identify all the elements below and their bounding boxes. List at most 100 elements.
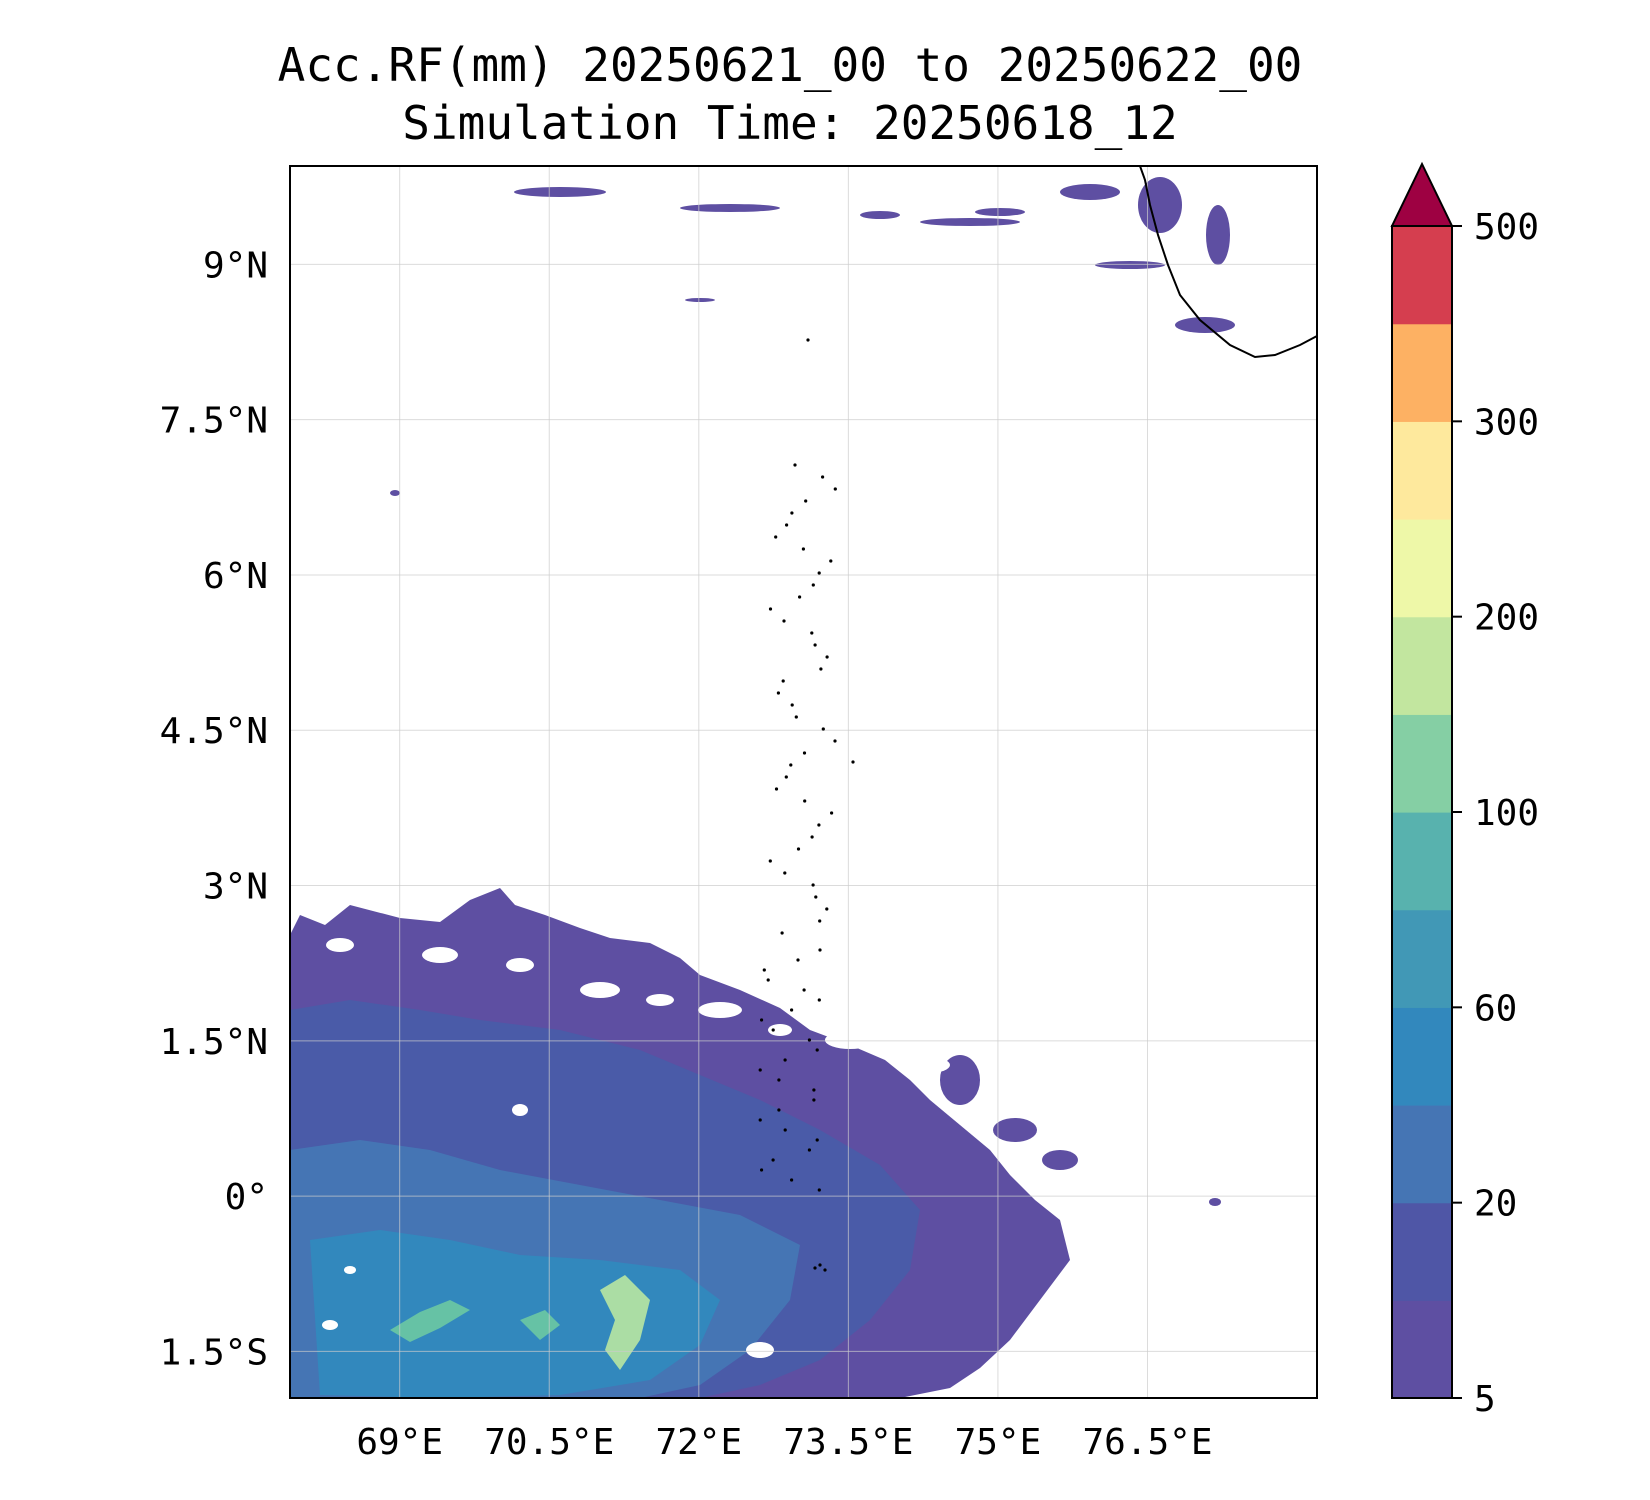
island-dot bbox=[815, 1048, 819, 1052]
island-dot bbox=[777, 1078, 781, 1082]
island-dot bbox=[794, 715, 798, 719]
island-dot bbox=[793, 463, 797, 467]
dry-hole bbox=[580, 982, 620, 998]
rain-patch bbox=[1138, 177, 1182, 233]
y-tick-label: 1.5°S bbox=[160, 1332, 268, 1373]
island-dot bbox=[760, 1168, 764, 1172]
colorbar-tick-label: 200 bbox=[1474, 598, 1539, 639]
island-dot bbox=[766, 978, 770, 982]
island-dot bbox=[811, 883, 815, 887]
island-dot bbox=[823, 1268, 827, 1272]
island-dot bbox=[807, 1038, 812, 1042]
colorbar-segment bbox=[1392, 1300, 1452, 1399]
colorbar-segment bbox=[1392, 909, 1452, 1008]
island-dot bbox=[813, 1266, 817, 1270]
dry-hole bbox=[506, 958, 534, 972]
coastline bbox=[758, 166, 1317, 1272]
colorbar-segment bbox=[1392, 1202, 1452, 1301]
rain-cell bbox=[940, 1055, 980, 1105]
island-dot bbox=[771, 1028, 775, 1032]
colorbar-tick-label: 60 bbox=[1474, 988, 1517, 1029]
colorbar-tick-label: 500 bbox=[1474, 207, 1539, 248]
x-tick-label: 69°E bbox=[356, 1422, 443, 1463]
island-dot bbox=[758, 1118, 762, 1122]
x-axis-ticks: 69°E 70.5°E 72°E 73.5°E 75°E 76.5°E bbox=[356, 1422, 1212, 1463]
y-axis-ticks: 9°N 7.5°N 6°N 4.5°N 3°N 1.5°N 0° 1.5°S bbox=[160, 245, 268, 1373]
gridlines bbox=[290, 166, 1317, 1398]
x-tick-label: 76.5°E bbox=[1082, 1422, 1212, 1463]
map-subtitle: Simulation Time: 20250618_12 bbox=[402, 96, 1178, 150]
island-dot bbox=[813, 643, 817, 647]
rain-patch bbox=[860, 211, 900, 219]
island-dot bbox=[783, 871, 787, 875]
y-tick-label: 3°N bbox=[203, 867, 268, 908]
colorbar-tick-label: 100 bbox=[1474, 793, 1539, 834]
island-dot bbox=[815, 1138, 819, 1142]
dry-hole bbox=[344, 1266, 356, 1274]
island-dot bbox=[771, 1158, 775, 1162]
island-dot bbox=[821, 475, 825, 479]
island-dot bbox=[758, 1068, 762, 1072]
y-tick-label: 1.5°N bbox=[160, 1022, 268, 1063]
island-dot bbox=[798, 595, 802, 599]
island-dot bbox=[812, 1098, 816, 1102]
colorbar-segment bbox=[1392, 616, 1452, 715]
island-dot bbox=[790, 511, 794, 515]
island-dot bbox=[801, 547, 806, 551]
colorbar-segment bbox=[1392, 1007, 1452, 1106]
y-tick-label: 4.5°N bbox=[160, 711, 268, 752]
island-dot bbox=[814, 895, 818, 899]
island-dot bbox=[802, 988, 806, 992]
dry-hole bbox=[746, 1342, 774, 1358]
rain-patch bbox=[514, 187, 606, 197]
island-dot bbox=[812, 1088, 816, 1092]
island-dot bbox=[817, 823, 821, 827]
island-dot bbox=[774, 787, 779, 791]
island-dot bbox=[790, 703, 794, 707]
india-coastline bbox=[1139, 166, 1317, 359]
rain-patch bbox=[680, 204, 780, 212]
colorbar-segment bbox=[1392, 1105, 1452, 1204]
x-tick-label: 75°E bbox=[955, 1422, 1042, 1463]
colorbar-tick-label: 5 bbox=[1474, 1379, 1496, 1420]
island-dot bbox=[817, 998, 821, 1002]
island-dot bbox=[807, 1148, 812, 1152]
island-dot bbox=[830, 811, 834, 815]
island-dot bbox=[819, 667, 823, 671]
island-dot bbox=[833, 487, 837, 491]
y-tick-label: 6°N bbox=[203, 556, 268, 597]
island-dot bbox=[851, 760, 855, 764]
island-dot bbox=[796, 847, 801, 851]
island-dot bbox=[829, 559, 833, 563]
island-dot bbox=[776, 691, 781, 695]
colorbar-segment bbox=[1392, 714, 1452, 813]
rain-patch bbox=[920, 218, 1020, 226]
map-title: Acc.RF(mm) 20250621_00 to 20250622_00 bbox=[277, 38, 1303, 92]
island-dot bbox=[804, 499, 808, 503]
colorbar-segment bbox=[1392, 519, 1452, 618]
island-dot bbox=[818, 948, 822, 952]
rain-patch bbox=[1060, 184, 1120, 200]
rain-peak-streak bbox=[390, 1300, 470, 1342]
rain-cell bbox=[993, 1118, 1037, 1142]
island-dot bbox=[777, 1108, 781, 1112]
island-dot bbox=[818, 1263, 822, 1267]
colorbar-segment bbox=[1392, 226, 1452, 325]
island-dot bbox=[783, 1058, 787, 1062]
island-dot bbox=[768, 607, 773, 611]
dry-hole bbox=[698, 1002, 742, 1018]
dry-hole bbox=[910, 1057, 950, 1073]
island-dot bbox=[785, 523, 789, 527]
colorbar-tick-label: 20 bbox=[1474, 1184, 1517, 1225]
x-tick-label: 70.5°E bbox=[484, 1422, 614, 1463]
island-dot bbox=[810, 631, 814, 635]
island-dot bbox=[782, 619, 786, 623]
rain-cell bbox=[1209, 1198, 1221, 1206]
island-dot bbox=[818, 919, 822, 923]
island-dot bbox=[803, 799, 807, 803]
rain-patch bbox=[1095, 261, 1165, 269]
dry-hole bbox=[422, 947, 458, 963]
island-dot bbox=[817, 571, 821, 575]
island-dot bbox=[802, 751, 807, 755]
rain-patch bbox=[390, 490, 400, 496]
